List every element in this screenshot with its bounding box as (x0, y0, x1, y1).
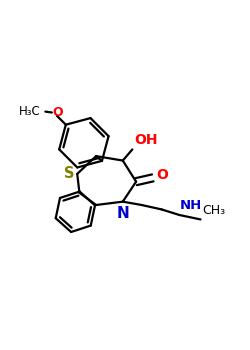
Text: CH₃: CH₃ (202, 204, 226, 217)
Text: H₃C: H₃C (18, 105, 40, 118)
Text: N: N (117, 206, 130, 220)
Text: O: O (156, 168, 168, 182)
Text: S: S (64, 166, 74, 181)
Text: O: O (52, 106, 63, 119)
Text: NH: NH (180, 199, 202, 212)
Text: OH: OH (134, 133, 158, 147)
